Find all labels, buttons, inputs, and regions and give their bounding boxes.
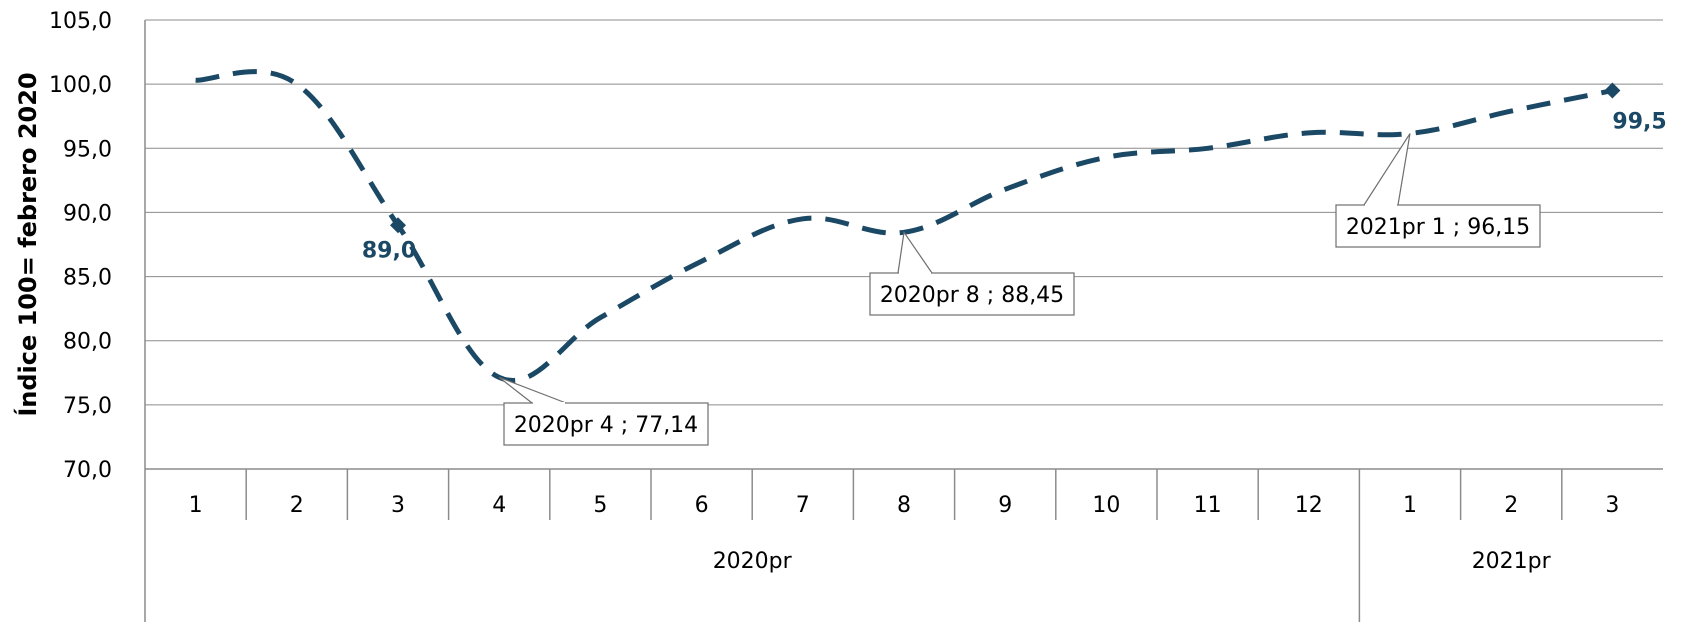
x-tick-label: 8: [897, 493, 911, 518]
x-tick-label: 1: [1403, 493, 1417, 518]
x-tick-label: 11: [1194, 493, 1222, 518]
axes: [144, 20, 1663, 622]
callout-label: 2020pr 4 ; 77,14: [514, 413, 698, 438]
callout-pointer: [897, 230, 933, 274]
series: [195, 69, 1621, 383]
x-tick-label: 6: [695, 493, 709, 518]
y-axis-title: Índice 100= febrero 2020: [13, 72, 42, 416]
callout-label: 2020pr 8 ; 88,45: [880, 283, 1064, 308]
series-line: [195, 69, 1613, 383]
x-tick-label: 4: [492, 493, 506, 518]
x-tick-label: 5: [593, 493, 607, 518]
y-tick-label: 85,0: [63, 266, 112, 291]
callout-box: [503, 402, 709, 446]
x-tick-label: 3: [391, 493, 405, 518]
data-point-marker: [390, 217, 406, 234]
y-tick-label: 90,0: [63, 201, 112, 226]
group-label: 2021pr: [1472, 549, 1552, 574]
x-tick-label: 2: [1504, 493, 1518, 518]
x-tick-label: 12: [1295, 493, 1323, 518]
y-tick-label: 100,0: [49, 73, 112, 98]
data-point-marker: [1604, 82, 1621, 99]
y-tick-label: 75,0: [63, 394, 112, 419]
data-label: 99,5: [1612, 110, 1666, 135]
x-tick-label: 10: [1092, 493, 1120, 518]
x-tick-label: 3: [1605, 493, 1619, 518]
y-tick-label: 105,0: [49, 9, 112, 34]
callouts: 2020pr 4 ; 77,14 2020pr 8 ; 88,45 2021pr 1…: [498, 133, 1541, 446]
callout-label: 2021pr 1 ; 96,15: [1346, 215, 1530, 240]
y-tick-label: 70,0: [63, 458, 112, 483]
callout-box: [869, 272, 1075, 316]
data-labels: 89,0 99,5: [362, 110, 1667, 264]
callout-pointer: [498, 376, 567, 404]
x-tick-label: 7: [796, 493, 810, 518]
x-tick-label: 1: [189, 493, 203, 518]
x-tick-label: 2: [290, 493, 304, 518]
y-tick-label: 95,0: [63, 137, 112, 162]
y-tick-label: 80,0: [63, 330, 112, 355]
x-tick-label: 9: [998, 493, 1012, 518]
callout-box: [1335, 204, 1541, 248]
data-label: 89,0: [362, 238, 416, 263]
group-label: 2020pr: [713, 549, 793, 574]
callout-pointer: [1363, 133, 1411, 206]
